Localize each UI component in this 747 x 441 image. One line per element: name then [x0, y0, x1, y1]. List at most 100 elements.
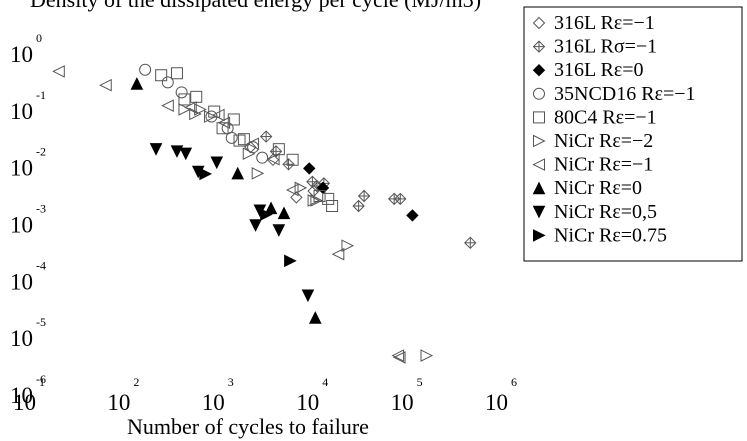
- data-point: [170, 67, 183, 80]
- data-point: [217, 116, 231, 130]
- legend-entry: 316L Rε=0: [554, 59, 644, 81]
- data-point: [357, 189, 371, 203]
- x-tick-label: 10: [391, 390, 414, 415]
- data-point: [246, 137, 260, 150]
- legend-marker: [533, 134, 546, 148]
- y-tick-exponent: -3: [36, 202, 46, 216]
- data-point: [179, 147, 193, 161]
- data-point: [307, 194, 321, 207]
- legend-marker: [532, 205, 546, 219]
- data-point: [204, 110, 217, 123]
- data-point: [227, 113, 240, 126]
- legend-entry: NiCr Rε=0.75: [554, 224, 667, 246]
- data-point: [249, 219, 262, 232]
- data-point: [259, 130, 273, 143]
- data-point: [264, 201, 278, 215]
- data-point: [161, 99, 174, 112]
- data-point: [216, 122, 229, 135]
- y-tick-exponent: 0: [36, 31, 42, 45]
- data-point: [286, 153, 299, 166]
- legend-marker: [532, 40, 546, 53]
- legend-marker: [532, 16, 546, 30]
- y-tick-exponent: -4: [36, 258, 46, 272]
- data-point: [231, 166, 245, 180]
- data-point: [99, 78, 112, 92]
- y-tick-exponent: -2: [36, 145, 46, 159]
- legend-marker: [533, 111, 545, 124]
- legend-entry: 35NCD16 Rε=−1: [554, 83, 696, 105]
- data-point: [464, 236, 477, 250]
- data-point: [237, 133, 250, 146]
- data-point: [266, 152, 280, 166]
- data-point: [256, 151, 269, 164]
- data-point: [251, 167, 265, 180]
- data-point: [290, 191, 303, 204]
- data-point: [233, 134, 246, 147]
- legend-entry: NiCr Rε=−2: [554, 130, 653, 152]
- data-point: [406, 209, 419, 222]
- data-point: [294, 181, 308, 195]
- data-point: [242, 147, 256, 160]
- x-tick-label: 10: [107, 390, 130, 415]
- y-tick-label: 10: [10, 326, 33, 351]
- y-tick-label: 10: [10, 269, 33, 294]
- x-tick-label: 10: [485, 390, 508, 415]
- legend-box: [523, 6, 743, 262]
- y-tick-exponent: -5: [36, 315, 46, 329]
- data-point: [277, 206, 291, 220]
- data-point: [272, 224, 286, 237]
- legend-entry: 316L Rσ=−1: [554, 36, 657, 58]
- x-tick-label: 10: [202, 390, 225, 415]
- x-tick-exponent: 2: [133, 375, 139, 389]
- data-point: [178, 103, 192, 116]
- data-point: [178, 93, 191, 106]
- data-point: [303, 162, 316, 175]
- x-tick-exponent: 1: [39, 375, 45, 389]
- y-tick-label: 10: [10, 213, 33, 238]
- legend-marker: [533, 87, 545, 100]
- data-point: [394, 192, 407, 206]
- data-point: [282, 158, 295, 171]
- x-tick-exponent: 3: [228, 375, 234, 389]
- data-point: [420, 349, 434, 362]
- y-tick-label: 10: [10, 42, 33, 67]
- legend-entry: NiCr Rε=−1: [554, 154, 653, 176]
- x-axis-label: Number of cycles to failure: [127, 414, 369, 439]
- x-tick-label: 10: [296, 390, 319, 415]
- data-point: [210, 156, 224, 170]
- legend-entry: 80C4 Rε=−1: [554, 106, 657, 128]
- y-tick-label: 10: [10, 156, 33, 181]
- data-point: [285, 183, 299, 197]
- data-point: [391, 349, 405, 362]
- data-point: [310, 194, 324, 207]
- data-point: [149, 143, 163, 156]
- data-point: [301, 289, 315, 303]
- data-point: [184, 101, 197, 114]
- y-tick-label: 10: [10, 383, 33, 408]
- data-point: [155, 69, 168, 82]
- data-point: [326, 199, 339, 212]
- data-point: [130, 77, 144, 90]
- data-point: [260, 208, 273, 221]
- x-tick-exponent: 6: [511, 375, 517, 389]
- data-point: [190, 90, 203, 103]
- data-point: [199, 167, 213, 181]
- data-point: [331, 247, 345, 261]
- data-point: [161, 76, 174, 89]
- data-point: [175, 86, 188, 99]
- legend-marker: [532, 181, 546, 195]
- data-point: [170, 145, 184, 158]
- chart-title: Density of the dissipated energy per cyc…: [30, 0, 481, 12]
- data-point: [392, 351, 406, 364]
- x-tick-exponent: 5: [417, 375, 423, 389]
- data-point: [284, 254, 297, 268]
- legend-entry: NiCr Rε=0: [554, 177, 642, 199]
- data-point: [194, 103, 207, 116]
- data-point: [308, 311, 322, 324]
- y-tick-exponent: -1: [36, 88, 46, 102]
- data-point: [139, 63, 152, 76]
- data-point: [266, 153, 280, 167]
